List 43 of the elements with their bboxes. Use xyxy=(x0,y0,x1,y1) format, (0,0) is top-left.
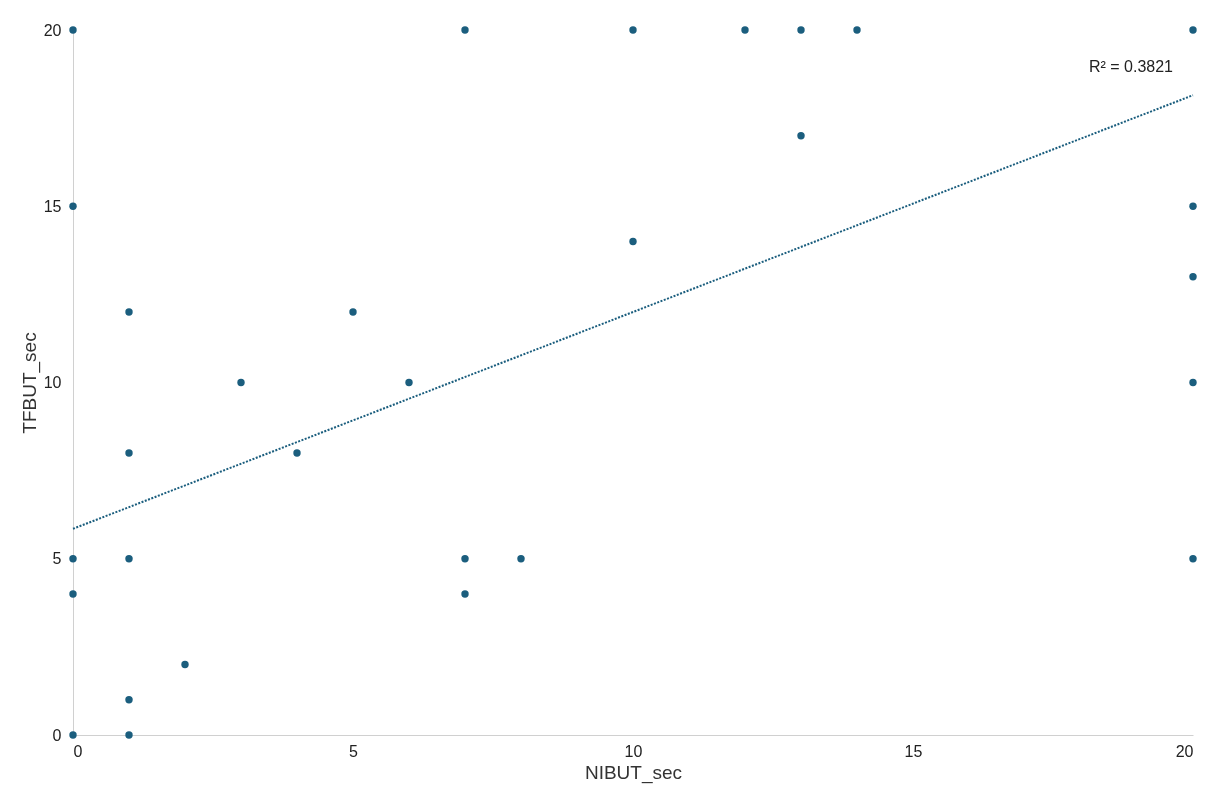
point xyxy=(69,26,77,34)
y-tick-label: 5 xyxy=(52,550,62,568)
point xyxy=(517,555,525,563)
point xyxy=(181,660,189,669)
annotation: R² = 0.3821 xyxy=(1088,58,1174,76)
point xyxy=(1189,555,1197,563)
point xyxy=(69,555,77,563)
y-axis-title: TFBUT_sec xyxy=(18,332,41,434)
point xyxy=(461,555,469,563)
point xyxy=(349,308,357,316)
point xyxy=(125,731,133,739)
point xyxy=(69,731,77,739)
y-tick-label: 15 xyxy=(43,197,62,215)
x-tick-label: 10 xyxy=(624,742,643,760)
point xyxy=(125,449,133,457)
point xyxy=(461,590,469,598)
point xyxy=(1189,273,1197,281)
y-tick-label: 0 xyxy=(52,726,62,744)
point xyxy=(69,202,77,210)
point xyxy=(797,132,805,140)
point xyxy=(629,237,637,246)
point xyxy=(125,555,133,563)
x-axis-title: NIBUT_sec xyxy=(584,761,683,784)
point xyxy=(1189,378,1197,387)
point xyxy=(1189,202,1197,210)
x-tick-label: 5 xyxy=(349,742,359,760)
point xyxy=(69,590,77,598)
point xyxy=(405,378,413,387)
point xyxy=(125,696,133,704)
y-tick-label: 20 xyxy=(43,21,62,39)
point xyxy=(629,26,637,34)
point xyxy=(853,26,861,34)
x-tick-label: 20 xyxy=(1175,742,1194,760)
point xyxy=(741,26,749,34)
point xyxy=(237,378,245,387)
point xyxy=(461,26,469,34)
point xyxy=(293,449,301,457)
x-tick-label: 15 xyxy=(904,742,923,760)
x-tick-label: 0 xyxy=(73,742,83,760)
y-tick-label: 10 xyxy=(43,374,62,391)
point xyxy=(125,308,133,316)
point xyxy=(1189,26,1197,34)
point xyxy=(797,26,805,34)
